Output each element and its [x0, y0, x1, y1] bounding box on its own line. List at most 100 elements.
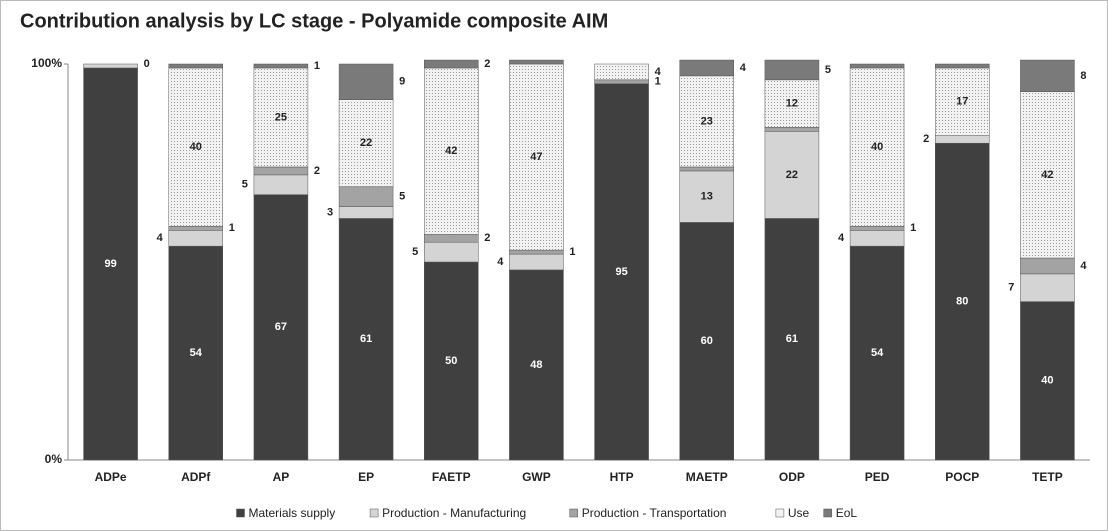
data-label: 60: [701, 335, 713, 347]
data-label: 5: [399, 191, 405, 203]
bar-segment: [764, 59, 820, 81]
y-tick-label: 0%: [45, 452, 63, 466]
x-tick-label: PED: [865, 470, 890, 484]
data-label: 17: [956, 96, 968, 108]
data-label: 5: [825, 64, 831, 76]
legend-label: Production - Manufacturing: [382, 506, 526, 520]
segment-texture: [168, 67, 223, 227]
bar-segment: [168, 245, 223, 461]
chart-title: Contribution analysis by LC stage - Poly…: [20, 10, 608, 32]
bar-segment: [679, 59, 734, 77]
data-label: 1: [569, 246, 575, 258]
bar-segment: [679, 166, 734, 172]
data-label: 67: [275, 321, 287, 333]
legend-swatch: [369, 508, 379, 518]
data-label: 40: [871, 141, 883, 153]
bar-segment: [338, 63, 394, 100]
segment-texture: [764, 79, 819, 128]
data-label: 5: [412, 246, 418, 258]
bar-segment: [509, 59, 564, 65]
bar-segment: [424, 234, 479, 243]
data-label: 99: [104, 258, 116, 270]
data-label: 4: [740, 62, 747, 74]
legend-label: Materials supply: [249, 506, 336, 520]
bar-segment: [424, 261, 479, 461]
segment-texture: [339, 99, 394, 187]
data-label: 61: [360, 333, 372, 345]
data-label: 2: [484, 58, 490, 70]
bar-segment: [253, 194, 309, 461]
data-label: 8: [1080, 70, 1086, 82]
bar-segment: [1020, 301, 1075, 461]
data-label: 4: [838, 232, 845, 244]
data-label: 54: [871, 347, 884, 359]
data-label: 1: [229, 222, 235, 234]
data-label: 2: [314, 165, 320, 177]
data-label: 2: [923, 133, 929, 145]
data-label: 1: [314, 60, 320, 72]
data-label: 4: [655, 66, 662, 78]
data-label: 61: [786, 333, 798, 345]
bar-segment: [168, 230, 223, 247]
data-label: 2: [484, 232, 490, 244]
x-tick-label: AP: [273, 470, 290, 484]
data-label: 13: [701, 191, 713, 203]
data-label: 4: [1080, 260, 1087, 272]
bar-segment: [509, 253, 564, 271]
data-label: 80: [956, 296, 968, 308]
bar-segment: [424, 59, 479, 69]
bar-segment: [338, 186, 394, 207]
bar-segment: [338, 206, 394, 219]
bar-segment: [935, 135, 990, 144]
bar-segment: [1020, 59, 1075, 92]
bar-segment: [849, 230, 905, 247]
data-label: 42: [445, 145, 457, 157]
y-tick-label: 100%: [31, 56, 62, 70]
bar-segment: [679, 222, 734, 461]
bar-segment: [594, 79, 649, 85]
segment-texture: [424, 67, 479, 235]
data-label: 3: [327, 206, 333, 218]
bar-segment: [849, 226, 905, 231]
data-label: 47: [530, 151, 542, 163]
bar-segment: [168, 226, 223, 231]
segment-texture: [253, 67, 308, 167]
x-tick-label: HTP: [610, 470, 634, 484]
legend-swatch: [236, 508, 245, 518]
bar-segment: [849, 63, 905, 69]
bar-segment: [253, 174, 309, 195]
legend-label: Production - Transportation: [582, 506, 727, 520]
x-tick-label: TETP: [1032, 470, 1063, 484]
bar-segment: [764, 127, 820, 132]
bar-segment: [594, 83, 649, 461]
bar-segment: [764, 218, 820, 461]
data-label: 50: [445, 355, 457, 367]
data-label: 1: [655, 76, 661, 88]
bar-segment: [935, 63, 990, 69]
x-tick-label: GWP: [522, 470, 551, 484]
legend-swatch: [823, 508, 832, 518]
data-label: 42: [1041, 169, 1053, 181]
data-label: 54: [190, 347, 203, 359]
data-label: 23: [701, 115, 713, 127]
data-label: 9: [399, 76, 405, 88]
data-label: 5: [242, 179, 248, 191]
x-tick-label: POCP: [945, 470, 979, 484]
data-label: 7: [1008, 282, 1014, 294]
bar-segment: [679, 170, 734, 223]
segment-texture: [679, 75, 734, 167]
legend-label: Use: [788, 506, 810, 520]
data-label: 1: [910, 222, 916, 234]
data-label: 25: [275, 111, 287, 123]
data-label: 48: [530, 359, 542, 371]
bar-segment: [253, 63, 309, 69]
segment-texture: [1020, 91, 1075, 259]
bar-segment: [338, 218, 394, 461]
bar-segment: [83, 67, 138, 461]
x-tick-label: EP: [358, 470, 374, 484]
bar-segment: [83, 63, 138, 69]
legend-label: EoL: [836, 506, 858, 520]
x-tick-label: FAETP: [432, 470, 471, 484]
x-tick-label: MAETP: [686, 470, 728, 484]
bar-segment: [1020, 273, 1075, 302]
